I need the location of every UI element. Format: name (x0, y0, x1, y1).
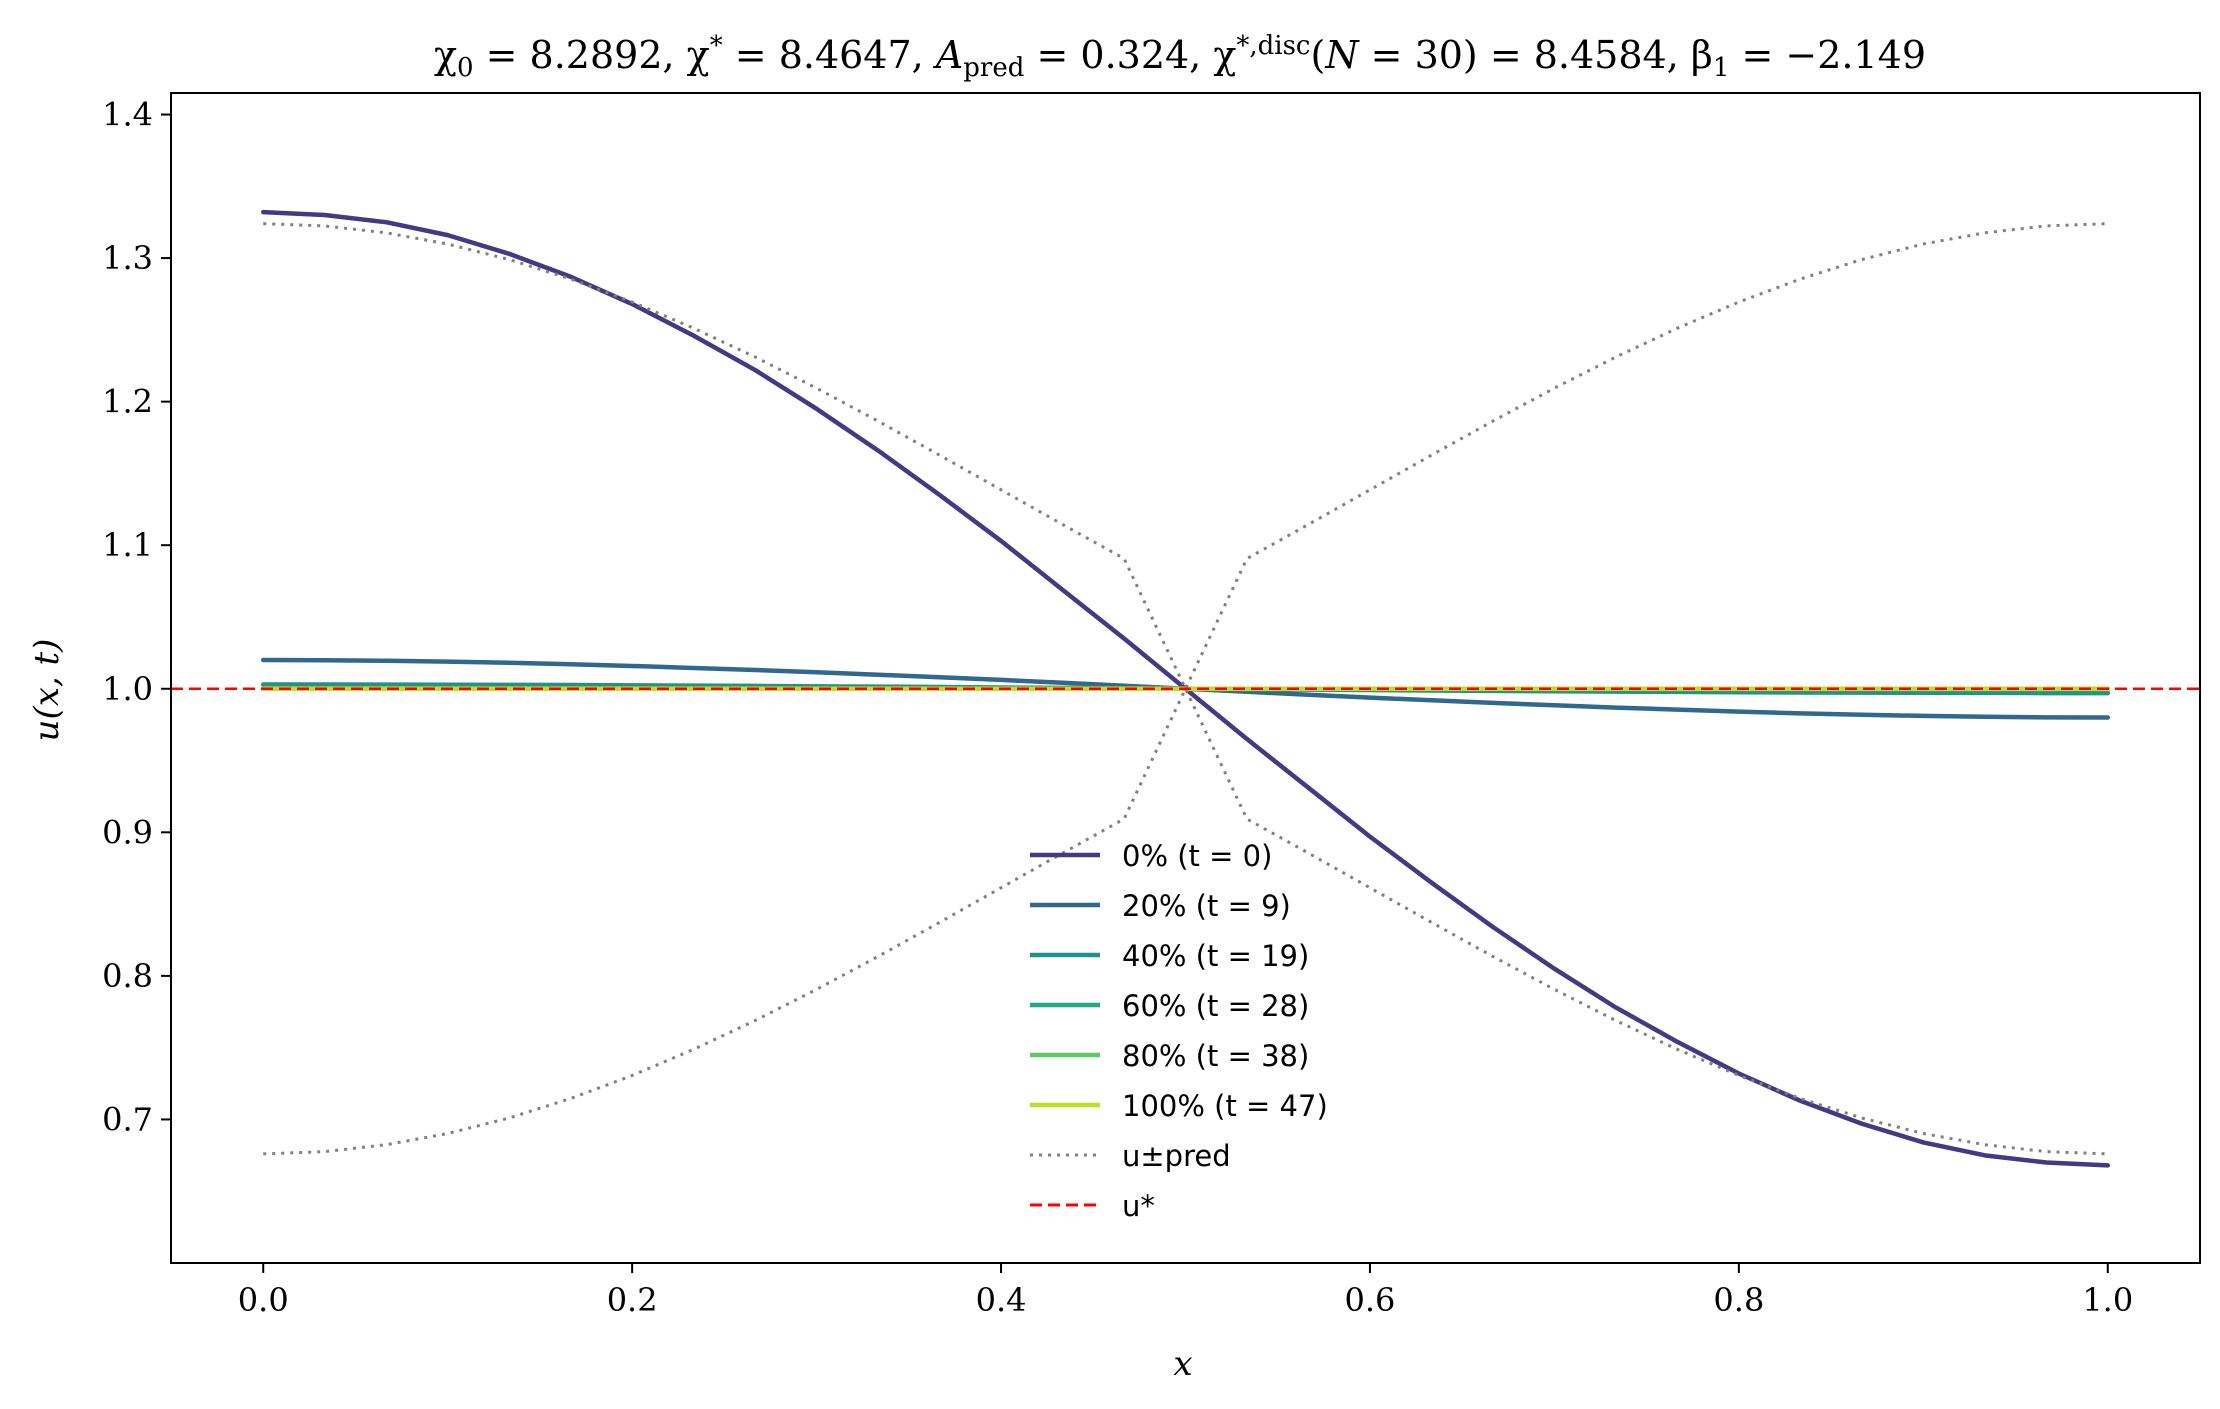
legend-label-4: 80% (t = 38) (1122, 1039, 1309, 1073)
y-tick-label-0: 0.7 (102, 1100, 153, 1138)
y-tick-label-4: 1.1 (102, 526, 153, 564)
legend-label-7: u* (1122, 1189, 1155, 1223)
y-axis-label: u(x, t) (27, 639, 67, 742)
title-chi0-sub: 0 (457, 53, 474, 83)
plot-frame (170, 92, 2201, 1264)
legend: 0% (t = 0) 20% (t = 9) 40% (t = 19) 60% (t … (1030, 839, 1328, 1223)
x-tick-label-2: 0.4 (976, 1281, 1027, 1319)
x-tick-label-0: 0.0 (238, 1281, 289, 1319)
plot-area (171, 209, 2200, 1168)
y-tick-label-3: 1.0 (102, 670, 153, 708)
y-tick-label-6: 1.3 (102, 239, 153, 277)
legend-label-5: 100% (t = 47) (1122, 1089, 1328, 1123)
x-tick-label-4: 0.8 (1713, 1281, 1764, 1319)
y-tick-label-5: 1.2 (102, 383, 153, 421)
x-tick-label-3: 0.6 (1345, 1281, 1396, 1319)
x-axis-label: x (1173, 1344, 1192, 1384)
title-chi0-symbol: χ (434, 33, 457, 77)
x-tick-label-1: 0.2 (607, 1281, 658, 1319)
y-tick-label-2: 0.9 (102, 813, 153, 851)
legend-label-6: u±pred (1122, 1139, 1231, 1173)
axes: 0.0 0.2 0.4 0.6 0.8 1.0 0.7 0.8 0.9 1.0 1.1 1.2 1.3 1… (102, 92, 2201, 1319)
y-tick-label-7: 1.4 (102, 96, 153, 134)
y-tick-label-1: 0.8 (102, 957, 153, 995)
x-tick-label-5: 1.0 (2082, 1281, 2133, 1319)
legend-label-1: 20% (t = 9) (1122, 889, 1291, 923)
legend-label-3: 60% (t = 28) (1122, 989, 1309, 1023)
chart-title: χ0 = 8.2892, χ* = 8.4647, Apred = 0.324,… (434, 31, 1926, 83)
legend-label-0: 0% (t = 0) (1122, 839, 1272, 873)
legend-label-2: 40% (t = 19) (1122, 939, 1309, 973)
